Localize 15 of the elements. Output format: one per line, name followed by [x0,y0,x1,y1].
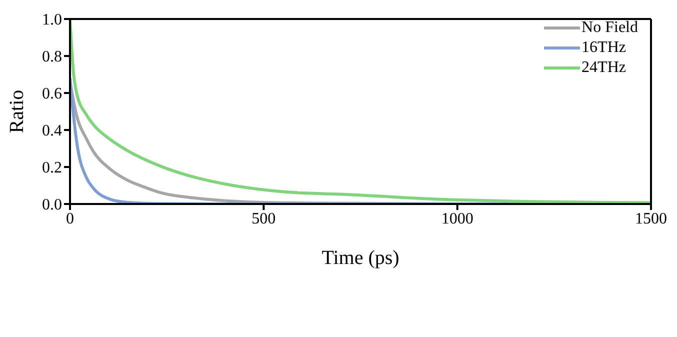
x-tick-label: 500 [252,210,276,228]
x-axis-title: Time (ps) [322,247,400,269]
x-tick-label: 1500 [635,210,667,228]
y-tick-label: 0.2 [42,160,62,177]
y-tick-label: 0.8 [42,48,62,66]
legend-label: 24THz [582,59,626,77]
x-tick-label: 1000 [441,210,474,228]
y-tick-label: 0.6 [42,86,62,103]
y-axis-title: Ratio [6,90,28,134]
y-tick-label: 0.0 [42,196,62,214]
y-tick-label: 1.0 [42,12,62,29]
x-tick-label: 0 [66,210,74,228]
y-tick-label: 0.4 [42,122,62,140]
legend-label: 16THz [582,39,626,57]
legend-label: No Field [582,19,638,37]
